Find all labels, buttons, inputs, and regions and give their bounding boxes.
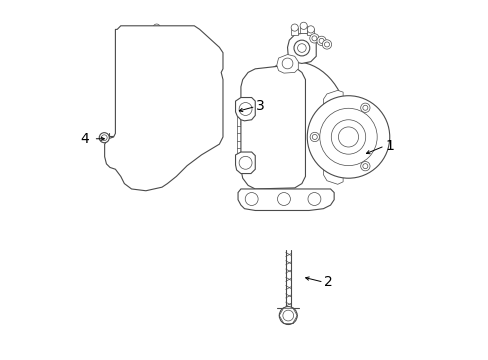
Circle shape	[297, 44, 305, 52]
Polygon shape	[238, 189, 333, 211]
Circle shape	[279, 307, 297, 324]
Circle shape	[239, 103, 251, 116]
Text: 2: 2	[324, 275, 332, 289]
Circle shape	[360, 103, 369, 112]
Bar	[306, 30, 314, 35]
Polygon shape	[235, 98, 255, 121]
Polygon shape	[241, 65, 305, 189]
Circle shape	[319, 39, 324, 43]
Text: 3: 3	[256, 99, 264, 113]
Circle shape	[290, 24, 298, 31]
Text: 1: 1	[385, 139, 393, 153]
Circle shape	[293, 40, 309, 56]
Polygon shape	[235, 152, 255, 174]
Circle shape	[324, 42, 329, 47]
Circle shape	[277, 193, 290, 206]
Circle shape	[99, 133, 109, 143]
Circle shape	[309, 34, 319, 43]
Circle shape	[322, 40, 331, 49]
Polygon shape	[104, 26, 223, 191]
Circle shape	[316, 36, 325, 45]
Text: 4: 4	[81, 132, 89, 146]
Circle shape	[282, 58, 292, 69]
Bar	[300, 26, 306, 33]
Circle shape	[306, 96, 389, 178]
Circle shape	[300, 22, 306, 30]
Polygon shape	[287, 33, 316, 63]
Circle shape	[244, 193, 258, 206]
Circle shape	[311, 36, 316, 41]
Polygon shape	[323, 90, 343, 184]
Circle shape	[307, 193, 320, 206]
Circle shape	[239, 156, 251, 169]
Circle shape	[309, 132, 319, 141]
Circle shape	[101, 135, 107, 140]
Circle shape	[360, 162, 369, 171]
Circle shape	[330, 120, 365, 154]
Polygon shape	[276, 54, 298, 73]
Circle shape	[282, 310, 293, 321]
Bar	[290, 28, 298, 35]
Circle shape	[306, 26, 314, 33]
